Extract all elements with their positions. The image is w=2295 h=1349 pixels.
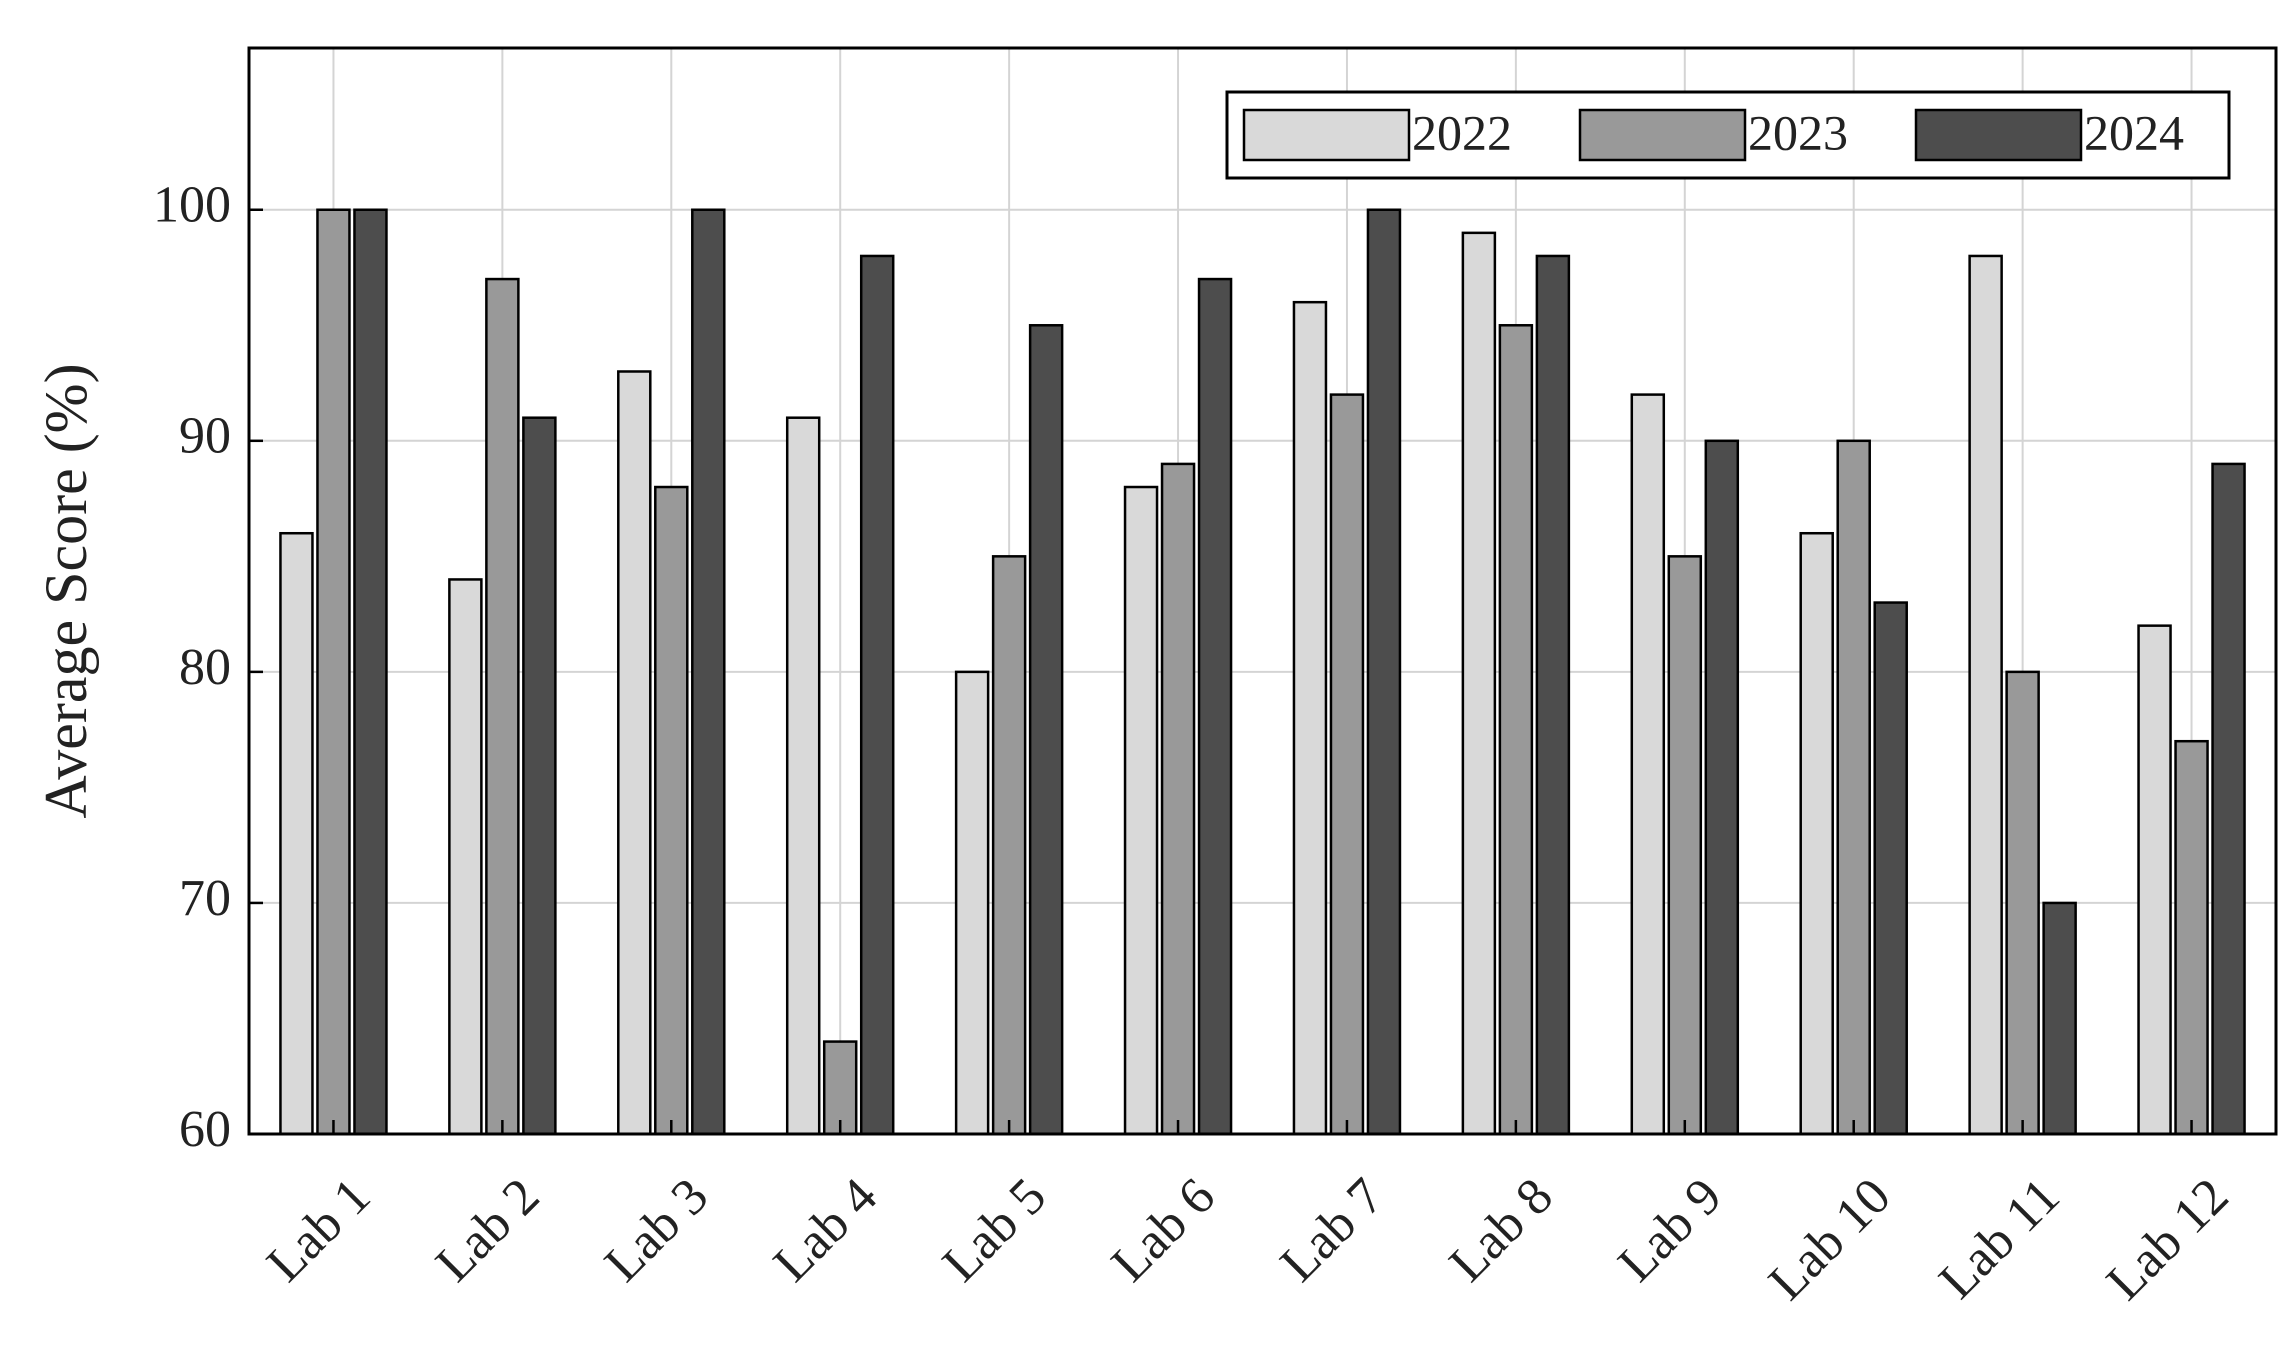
legend-swatch bbox=[1578, 108, 1747, 162]
legend-swatch bbox=[1914, 108, 2083, 162]
x-tick-label: Lab 3 bbox=[594, 1168, 719, 1293]
bar bbox=[1535, 254, 1571, 1136]
x-tick-label: Lab 11 bbox=[1928, 1168, 2070, 1310]
bar bbox=[1498, 324, 1534, 1136]
bar bbox=[2042, 901, 2077, 1136]
x-tick-label: Lab 7 bbox=[1270, 1168, 1395, 1293]
bar bbox=[1667, 555, 1703, 1136]
y-axis-label: Average Score (%) bbox=[33, 363, 99, 818]
bar bbox=[1968, 254, 2003, 1136]
bar bbox=[485, 277, 520, 1136]
bar bbox=[954, 670, 990, 1136]
x-tick-label: Lab 9 bbox=[1608, 1168, 1733, 1293]
y-tick-label: 100 bbox=[153, 177, 231, 234]
bar bbox=[1160, 462, 1196, 1136]
bar bbox=[991, 555, 1027, 1136]
bar bbox=[859, 254, 895, 1136]
x-tick-label: Lab 8 bbox=[1439, 1168, 1564, 1293]
bar bbox=[1461, 231, 1497, 1136]
bar bbox=[617, 370, 652, 1136]
x-tick-label: Lab 1 bbox=[256, 1168, 381, 1293]
x-tick-label: Lab 10 bbox=[1758, 1168, 1901, 1311]
bar bbox=[1836, 439, 1871, 1136]
bar bbox=[279, 531, 314, 1136]
legend-label: 2022 bbox=[1412, 104, 1512, 160]
bar bbox=[691, 208, 726, 1136]
bar bbox=[654, 485, 689, 1136]
x-tick-label: Lab 6 bbox=[1101, 1168, 1226, 1293]
legend-label: 2023 bbox=[1748, 104, 1848, 160]
bar bbox=[316, 208, 351, 1136]
bar bbox=[822, 1040, 858, 1136]
x-tick-label: Lab 12 bbox=[2096, 1168, 2239, 1311]
bar bbox=[1366, 208, 1402, 1136]
bar bbox=[2211, 462, 2246, 1136]
legend-swatch bbox=[1242, 108, 1411, 162]
y-tick-label: 90 bbox=[179, 408, 231, 465]
bar bbox=[1799, 531, 1834, 1136]
bar bbox=[2137, 624, 2172, 1136]
bar bbox=[1197, 277, 1233, 1136]
y-tick-label: 80 bbox=[179, 639, 231, 696]
bar bbox=[1873, 601, 1908, 1136]
legend-label: 2024 bbox=[2084, 104, 2184, 160]
bar bbox=[448, 578, 483, 1136]
plot-frame bbox=[247, 46, 2278, 1136]
bar bbox=[1123, 485, 1159, 1136]
bar bbox=[353, 208, 388, 1136]
bar bbox=[785, 416, 821, 1136]
bar bbox=[1630, 393, 1666, 1136]
y-tick-label: 60 bbox=[179, 1101, 231, 1158]
bar bbox=[1329, 393, 1365, 1136]
bar bbox=[522, 416, 557, 1136]
y-tick-label: 70 bbox=[179, 870, 231, 927]
bar bbox=[1292, 300, 1328, 1136]
bar bbox=[2174, 739, 2209, 1136]
x-tick-label: Lab 4 bbox=[763, 1168, 888, 1293]
x-tick-label: Lab 5 bbox=[932, 1168, 1057, 1293]
bar bbox=[1704, 439, 1740, 1136]
bar bbox=[1028, 324, 1064, 1136]
x-tick-label: Lab 2 bbox=[425, 1168, 550, 1293]
bar bbox=[2005, 670, 2040, 1136]
